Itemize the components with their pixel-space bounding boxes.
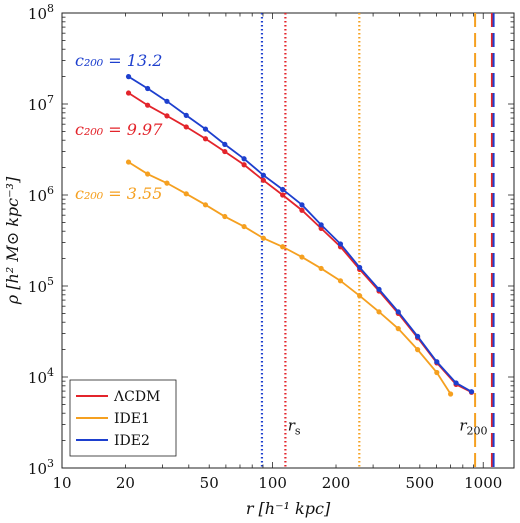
data-point-ide2 [468,389,475,395]
data-point-ide1 [318,265,324,272]
data-point-ide1 [202,202,209,208]
y-tick-label: 103 [28,457,54,478]
data-point-cdm [222,148,228,155]
data-point-cdm [164,113,170,119]
data-point-ide1 [395,326,401,332]
data-point-ide2 [453,380,459,386]
data-point-cdm [145,102,151,108]
data-point-ide1 [280,244,286,250]
data-point-ide2 [125,74,132,80]
y-tick-label: 104 [28,366,54,387]
labels-layer: c₂₀₀ = 9.97 c₂₀₀ = 3.55 c₂₀₀ = 13.2 rs r200 [75,51,487,438]
data-point-ide2 [280,186,286,193]
x-tick-label: 10 [52,474,71,492]
reference-lines [260,13,495,468]
data-point-ide1 [357,293,363,299]
x-tick-label: 1000 [464,474,502,492]
data-point-ide1 [222,213,228,220]
series-line-ide1 [128,161,452,395]
plot-frame [61,12,515,469]
x-tick-label: 200 [322,474,351,492]
data-point-ide2 [183,112,189,118]
data-point-ide2 [434,359,440,365]
data-point-ide2 [241,156,247,162]
y-tick-label: 106 [28,184,54,205]
data-point-cdm [125,90,132,96]
data-point-cdm [260,177,266,183]
data-point-ide1 [376,309,382,315]
data-point-ide1 [337,278,344,284]
legend-label: ΛCDM [113,389,160,405]
data-point-ide2 [222,141,228,147]
data-point-cdm [183,124,189,130]
data-point-cdm [280,192,286,198]
legend-label: IDE2 [114,433,150,449]
x-axis-label: r [h⁻¹ kpc] [246,499,331,518]
y-tick-label: 108 [28,2,54,23]
data-point-cdm [202,136,209,142]
data-point-ide2 [145,85,151,92]
x-tick-label: 100 [258,474,287,492]
y-tick-label: 107 [28,93,54,114]
x-tick-label: 50 [200,474,219,492]
data-point-ide2 [299,202,305,208]
data-point-ide1 [241,223,247,230]
data-point-ide2 [395,309,401,315]
series-line-cdm [128,92,472,394]
legend-label: IDE1 [114,411,150,427]
data-point-ide2 [260,172,266,178]
data-point-ide2 [415,333,421,339]
data-point-ide2 [164,98,170,104]
data-point-ide1 [434,369,440,376]
data-point-ide2 [376,286,382,292]
data-point-ide1 [125,159,132,165]
data-point-ide2 [337,241,344,247]
data-point-ide1 [164,180,170,186]
concentration-label: c₂₀₀ = 13.2 [75,51,162,70]
y-axis-label: ρ [h² M⊙ kpc⁻³] [3,176,22,305]
data-point-ide2 [318,222,324,228]
series-layer [125,74,475,397]
data-point-ide1 [447,391,454,397]
data-point-ide1 [299,254,305,260]
concentration-label: c₂₀₀ = 3.55 [75,184,162,203]
data-point-ide1 [183,191,189,197]
data-point-cdm [241,162,247,168]
data-point-ide2 [357,264,363,271]
y-tick-label: 105 [28,275,54,296]
annotation-r200: r200 [459,417,487,438]
annotation-rs: rs [288,417,301,438]
data-point-ide1 [415,347,421,353]
plot-border [61,12,515,469]
x-tick-label: 20 [116,474,135,492]
data-point-ide1 [145,171,151,177]
x-tick-label: 500 [406,474,435,492]
data-point-ide1 [260,235,266,241]
axes-layer: 10 20 50 100 200 500 1000 103 104 105 106 107 108 r [… [3,2,514,518]
legend: ΛCDM IDE1 IDE2 [69,379,177,457]
data-point-ide2 [202,126,209,132]
concentration-label: c₂₀₀ = 9.97 [75,120,163,139]
data-point-cdm [299,207,305,213]
